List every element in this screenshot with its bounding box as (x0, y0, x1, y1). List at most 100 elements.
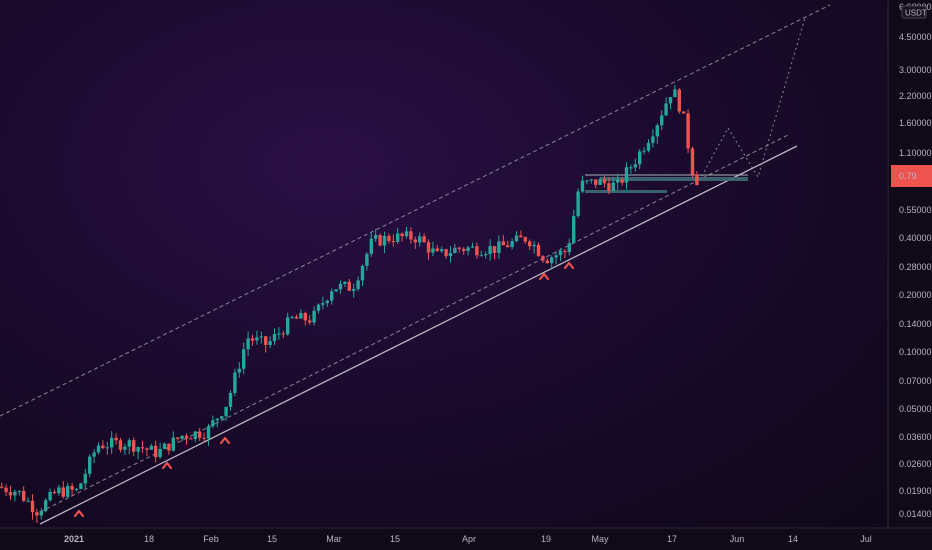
candle-body (246, 338, 250, 350)
time-tick-label: May (591, 534, 609, 544)
support-marker-icon (161, 461, 173, 470)
candle-body (158, 448, 162, 458)
candle-body (673, 89, 677, 98)
candle-body (602, 179, 607, 184)
candle-body (594, 179, 598, 185)
candle-body (374, 235, 378, 239)
candle-body (523, 237, 527, 242)
candle-body (176, 437, 180, 439)
candle-body (532, 244, 536, 247)
candle-body (506, 245, 510, 248)
time-tick-label: Jul (860, 534, 872, 544)
candle-body (206, 426, 211, 439)
candle-body (228, 392, 233, 407)
price-tick-label: 0.01900 (899, 486, 932, 496)
candle-body (580, 180, 585, 192)
candle-body (611, 182, 615, 191)
candle-body (664, 103, 668, 116)
candle-body (572, 216, 576, 244)
candle-body (290, 316, 294, 318)
candle-body (629, 167, 633, 169)
candle-body (431, 248, 435, 253)
candle-body (404, 231, 409, 237)
candle-body (167, 443, 171, 451)
candle-body (123, 446, 127, 450)
time-tick-label: 18 (144, 534, 154, 544)
candle-body (651, 136, 655, 143)
candle-body (250, 338, 255, 341)
candle-body (343, 281, 347, 284)
candle-body (633, 164, 637, 168)
candle-body (624, 167, 629, 183)
candle-body (224, 406, 228, 417)
price-tick-label: 0.14000 (899, 319, 932, 329)
candle-body (136, 447, 140, 452)
candle-body (541, 256, 545, 261)
time-tick-label: 15 (267, 534, 277, 544)
currency-label: USDT (905, 9, 927, 18)
candle-body (215, 418, 219, 421)
candle-body (655, 125, 659, 137)
candles (0, 84, 699, 523)
candle-body (110, 437, 114, 448)
time-tick-label: Mar (326, 534, 342, 544)
candle-body (369, 238, 373, 254)
time-tick-label: Feb (203, 534, 219, 544)
candle-body (347, 281, 351, 291)
price-tick-label: 0.10000 (899, 347, 932, 357)
candle-body (418, 236, 422, 243)
price-tick-label: 0.55000 (899, 205, 932, 215)
candle-body (365, 253, 369, 266)
price-axis: 6.600004.500003.000002.200001.600001.100… (887, 0, 932, 528)
support-trendline (39, 145, 798, 525)
candle-body (440, 249, 444, 252)
candle-body (233, 372, 237, 393)
candle-body (695, 174, 699, 186)
candle-body (57, 487, 61, 494)
currency-badge (901, 5, 927, 19)
candle-body (48, 491, 52, 501)
price-tick-label: 0.07000 (899, 376, 932, 386)
candle-body (96, 445, 101, 453)
candle-body (497, 241, 501, 253)
price-tick-label: 4.50000 (899, 32, 932, 42)
candle-body (638, 151, 642, 165)
candle-body (554, 255, 558, 258)
trend-lines (0, 4, 831, 525)
candle-body (35, 512, 39, 516)
candle-body (211, 420, 215, 427)
candle-body (387, 235, 391, 242)
candle-body (435, 248, 439, 252)
candle-body (378, 235, 382, 246)
price-tick-label: 0.05000 (899, 404, 932, 414)
candle-body (154, 445, 158, 458)
time-axis-bg (0, 528, 932, 550)
candle-body (8, 492, 13, 496)
candle-body (479, 255, 483, 257)
candle-body (470, 246, 475, 248)
candle-body (545, 260, 549, 264)
candle-body (193, 431, 197, 439)
candle-body (132, 440, 136, 452)
candle-body (642, 150, 646, 152)
candle-body (514, 235, 519, 242)
candle-body (686, 113, 690, 149)
current-price-label: 0.79 (899, 171, 917, 181)
candle-body (567, 243, 571, 253)
price-tick-label: 0.01400 (899, 509, 932, 519)
support-markers (73, 261, 575, 518)
candle-body (338, 283, 343, 290)
candle-body (294, 316, 299, 319)
candle-body (484, 254, 488, 256)
candle-body (83, 473, 87, 484)
price-tick-label: 3.00000 (899, 65, 932, 75)
time-tick-label: Apr (462, 534, 476, 544)
candle-body (118, 440, 123, 450)
candle-body (30, 500, 35, 513)
candle-body (39, 510, 43, 516)
candle-body (620, 179, 624, 183)
candle-body (13, 491, 17, 496)
support-marker-icon (73, 509, 85, 518)
